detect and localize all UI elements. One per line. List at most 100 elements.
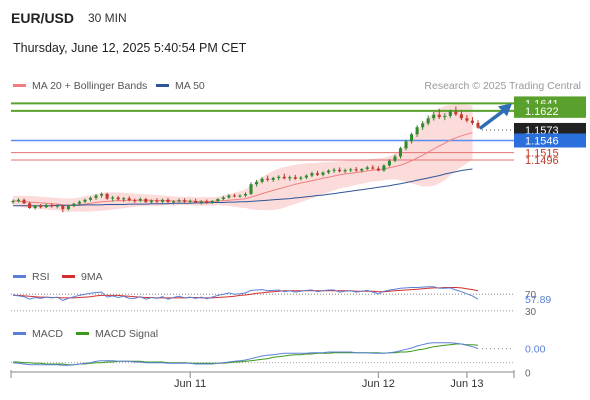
candle-body bbox=[260, 178, 264, 182]
candle-body bbox=[100, 193, 104, 196]
candle-body bbox=[343, 170, 347, 172]
x-tick-label: Jun 11 bbox=[174, 378, 206, 390]
candle-body bbox=[155, 200, 159, 202]
candles-group bbox=[11, 106, 480, 213]
candle-body bbox=[44, 204, 48, 208]
macd-current-label: 0.00 bbox=[525, 344, 546, 356]
candle-body bbox=[332, 169, 336, 171]
candle-body bbox=[105, 193, 109, 199]
legend-9ma-swatch bbox=[62, 274, 75, 278]
candle-body bbox=[243, 193, 248, 196]
candle-body bbox=[255, 181, 259, 185]
macd-line bbox=[12, 342, 479, 366]
candle-body bbox=[415, 127, 419, 135]
legend-9ma: 9MA bbox=[62, 271, 103, 283]
legend-ma50-label: MA 50 bbox=[175, 80, 205, 92]
candle-body bbox=[459, 114, 463, 119]
candle-body bbox=[448, 111, 452, 116]
rsi-tick-30: 30 bbox=[525, 307, 537, 318]
candle-body bbox=[382, 165, 386, 171]
timestamp-label: Thursday, June 12, 2025 5:40:54 PM CET bbox=[13, 41, 247, 55]
candle-body bbox=[266, 178, 270, 180]
legend-rsi: RSI bbox=[13, 271, 50, 283]
candle-body bbox=[22, 199, 26, 204]
candle-body bbox=[122, 198, 126, 200]
candle-body bbox=[210, 200, 214, 203]
candle-body bbox=[194, 200, 198, 203]
candle-body bbox=[249, 184, 253, 194]
candle-body bbox=[288, 177, 292, 179]
candle-body bbox=[277, 176, 281, 178]
rsi-tick-70: 70 bbox=[525, 290, 537, 301]
candle-body bbox=[304, 175, 308, 178]
candle-body bbox=[183, 200, 187, 202]
candle-body bbox=[188, 200, 192, 202]
legend-macd: MACD bbox=[13, 328, 63, 340]
forecast-arrow-shaft bbox=[479, 108, 506, 130]
candle-body bbox=[111, 197, 115, 199]
legend-ma20-label: MA 20 + Bollinger Bands bbox=[32, 80, 148, 92]
candle-body bbox=[387, 160, 391, 166]
macd-tick-0: 0 bbox=[525, 369, 531, 380]
candle-body bbox=[160, 199, 164, 202]
candle-body bbox=[172, 201, 176, 203]
legend-macd-signal: MACD Signal bbox=[76, 328, 158, 340]
legend-ma50: MA 50 bbox=[156, 80, 205, 92]
candle-body bbox=[437, 114, 441, 118]
candle-body bbox=[398, 148, 403, 157]
candle-body bbox=[310, 173, 314, 176]
legend-ma50-swatch bbox=[156, 83, 169, 87]
candle-body bbox=[50, 204, 54, 207]
candle-body bbox=[410, 134, 414, 142]
candle-body bbox=[72, 203, 76, 207]
candle-body bbox=[61, 205, 65, 210]
legend-macd-signal-swatch bbox=[76, 331, 89, 335]
candle-body bbox=[77, 201, 81, 204]
candle-body bbox=[227, 195, 231, 198]
candle-body bbox=[116, 197, 120, 200]
candle-body bbox=[421, 123, 425, 128]
candle-body bbox=[443, 115, 447, 118]
candle-body bbox=[315, 173, 319, 175]
candle-body bbox=[432, 114, 436, 119]
candle-body bbox=[476, 122, 480, 128]
ma20-line bbox=[12, 132, 473, 206]
candle-body bbox=[321, 172, 325, 175]
macd-signal-line bbox=[13, 343, 479, 366]
candle-body bbox=[133, 200, 137, 202]
candle-body bbox=[28, 203, 32, 208]
candle-body bbox=[94, 195, 98, 198]
symbol-title: EUR/USD bbox=[11, 10, 75, 26]
candle-body bbox=[11, 200, 15, 203]
legend-macd-label: MACD bbox=[32, 328, 63, 340]
candle-body bbox=[338, 169, 342, 172]
candle-body bbox=[327, 170, 331, 173]
timeframe-label: 30 MIN bbox=[88, 11, 127, 25]
legend-rsi-swatch bbox=[13, 274, 26, 278]
candle-body bbox=[454, 111, 458, 115]
candle-body bbox=[349, 169, 353, 171]
candle-body bbox=[365, 167, 369, 169]
candle-body bbox=[177, 200, 181, 202]
candle-body bbox=[371, 167, 375, 169]
level-label-1.1496: 1.1496 bbox=[525, 155, 559, 167]
candle-body bbox=[271, 177, 275, 180]
candle-body bbox=[17, 199, 21, 201]
candle-body bbox=[127, 198, 131, 201]
candle-body bbox=[299, 177, 303, 179]
candle-body bbox=[426, 118, 430, 124]
level-label-1.1546: 1.1546 bbox=[525, 135, 559, 147]
rsi-line bbox=[12, 286, 479, 302]
rsi-current-label: 57.89 bbox=[525, 294, 551, 306]
credit-text: Research © 2025 Trading Central bbox=[424, 80, 581, 92]
ma50-line bbox=[13, 168, 473, 207]
candle-body bbox=[205, 201, 209, 203]
x-tick-label: Jun 12 bbox=[362, 378, 395, 390]
level-badge-1.1622 bbox=[514, 103, 586, 118]
level-badge-1.1573 bbox=[514, 122, 586, 137]
candle-body bbox=[470, 120, 474, 123]
legend-macd-swatch bbox=[13, 331, 26, 335]
candle-body bbox=[199, 201, 203, 203]
legend-9ma-label: 9MA bbox=[81, 271, 103, 283]
